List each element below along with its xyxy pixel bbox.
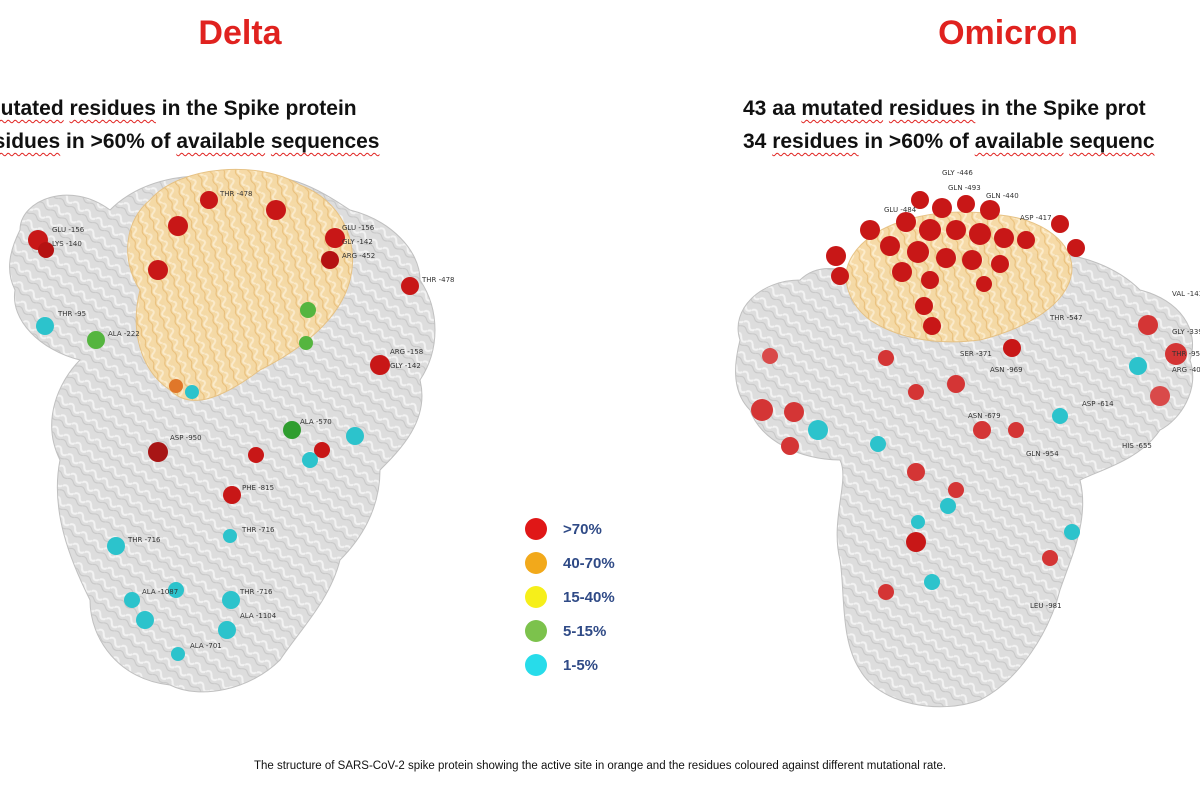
residue-label: ARG -408 (1172, 366, 1200, 374)
delta-residues (28, 191, 419, 661)
delta-title: Delta (198, 14, 282, 52)
residue-label: GLY -339 (1172, 328, 1200, 336)
residue-label: ASP -950 (170, 434, 202, 442)
residue-label: PHE -815 (242, 484, 274, 492)
residue-label: GLN -440 (986, 192, 1019, 200)
legend-swatch (525, 586, 547, 608)
residue-label: GLU -484 (884, 206, 917, 214)
delta-spike-protein-structure: GLU -156 LYS -140 THR -478 GLU -156 GLY … (9, 168, 455, 693)
residue-label: THR -547 (1049, 314, 1083, 322)
residue-label: THR -716 (239, 588, 273, 596)
residue-label: THR -478 (421, 276, 455, 284)
delta-residue-labels: GLU -156 LYS -140 THR -478 GLU -156 GLY … (52, 190, 455, 650)
residue-label: ALA -701 (190, 642, 222, 650)
legend-swatch (525, 654, 547, 676)
residue-label: GLY -142 (342, 238, 373, 246)
residue-label: ASN -679 (968, 412, 1001, 420)
legend-item: 1-5% (525, 648, 615, 682)
delta-subtitle-line-1: mutated residues in the Spike protein (0, 97, 357, 120)
residue-label: ASP -614 (1082, 400, 1114, 408)
omicron-spike-protein-structure: GLY -446 GLN -493 GLN -440 GLU -484 ASP … (735, 169, 1200, 708)
residue-label: THR -716 (241, 526, 275, 534)
figure-caption: The structure of SARS-CoV-2 spike protei… (253, 760, 947, 772)
residue-label: LEU -981 (1030, 602, 1062, 610)
legend-swatch (525, 552, 547, 574)
legend-label: 40-70% (563, 554, 615, 572)
legend-label: 5-15% (563, 622, 607, 640)
omicron-residue-labels: GLY -446 GLN -493 GLN -440 GLU -484 ASP … (884, 169, 1200, 610)
residue-label: SER -371 (960, 350, 992, 358)
residue-label: ALA -222 (108, 330, 140, 338)
protein-body (735, 211, 1194, 708)
residue-label: GLU -156 (342, 224, 375, 232)
residue-label: ALA -1104 (240, 612, 277, 620)
residue-label: THR -478 (219, 190, 253, 198)
residue-label: GLY -142 (390, 362, 421, 370)
delta-subtitle: mutated residues in the Spike protein es… (0, 92, 379, 158)
residue-label: ASN -969 (990, 366, 1023, 374)
legend-swatch (525, 620, 547, 642)
omicron-subtitle: 43 aa mutated residues in the Spike prot… (743, 92, 1155, 158)
omicron-subtitle-line-2: 34 residues in >60% of available sequenc (743, 130, 1155, 153)
residue-label: GLU -156 (52, 226, 85, 234)
residue-label: GLN -954 (1026, 450, 1059, 458)
residue-label: LYS -140 (52, 240, 82, 248)
legend-item: 5-15% (525, 614, 615, 648)
legend-item: 40-70% (525, 546, 615, 580)
residue-label: GLN -493 (948, 184, 981, 192)
legend-label: >70% (563, 520, 602, 538)
residue-label: THR -95 (57, 310, 86, 318)
delta-subtitle-line-2: esidues in >60% of available sequences (0, 130, 380, 153)
omicron-residues (751, 191, 1187, 600)
legend-swatch (525, 518, 547, 540)
residue-label: THR -716 (127, 536, 161, 544)
legend-label: 15-40% (563, 588, 615, 606)
residue-label: GLY -446 (942, 169, 973, 177)
residue-label: ALA -570 (300, 418, 332, 426)
legend-item: >70% (525, 512, 615, 546)
residue-label: THR -95 (1171, 350, 1200, 358)
omicron-title: Omicron (938, 14, 1078, 52)
legend-label: 1-5% (563, 656, 599, 674)
residue-label: ARG -158 (390, 348, 423, 356)
residue-label: ASP -417 (1020, 214, 1052, 222)
residue-label: ALA -1087 (142, 588, 178, 596)
legend-item: 15-40% (525, 580, 615, 614)
residue-label: HIS -655 (1122, 442, 1152, 450)
omicron-subtitle-line-1: 43 aa mutated residues in the Spike prot (743, 97, 1146, 120)
mutation-rate-legend: >70% 40-70% 15-40% 5-15% 1-5% (525, 512, 615, 682)
residue-label: ARG -452 (342, 252, 375, 260)
residue-label: VAL -143 (1172, 290, 1200, 298)
